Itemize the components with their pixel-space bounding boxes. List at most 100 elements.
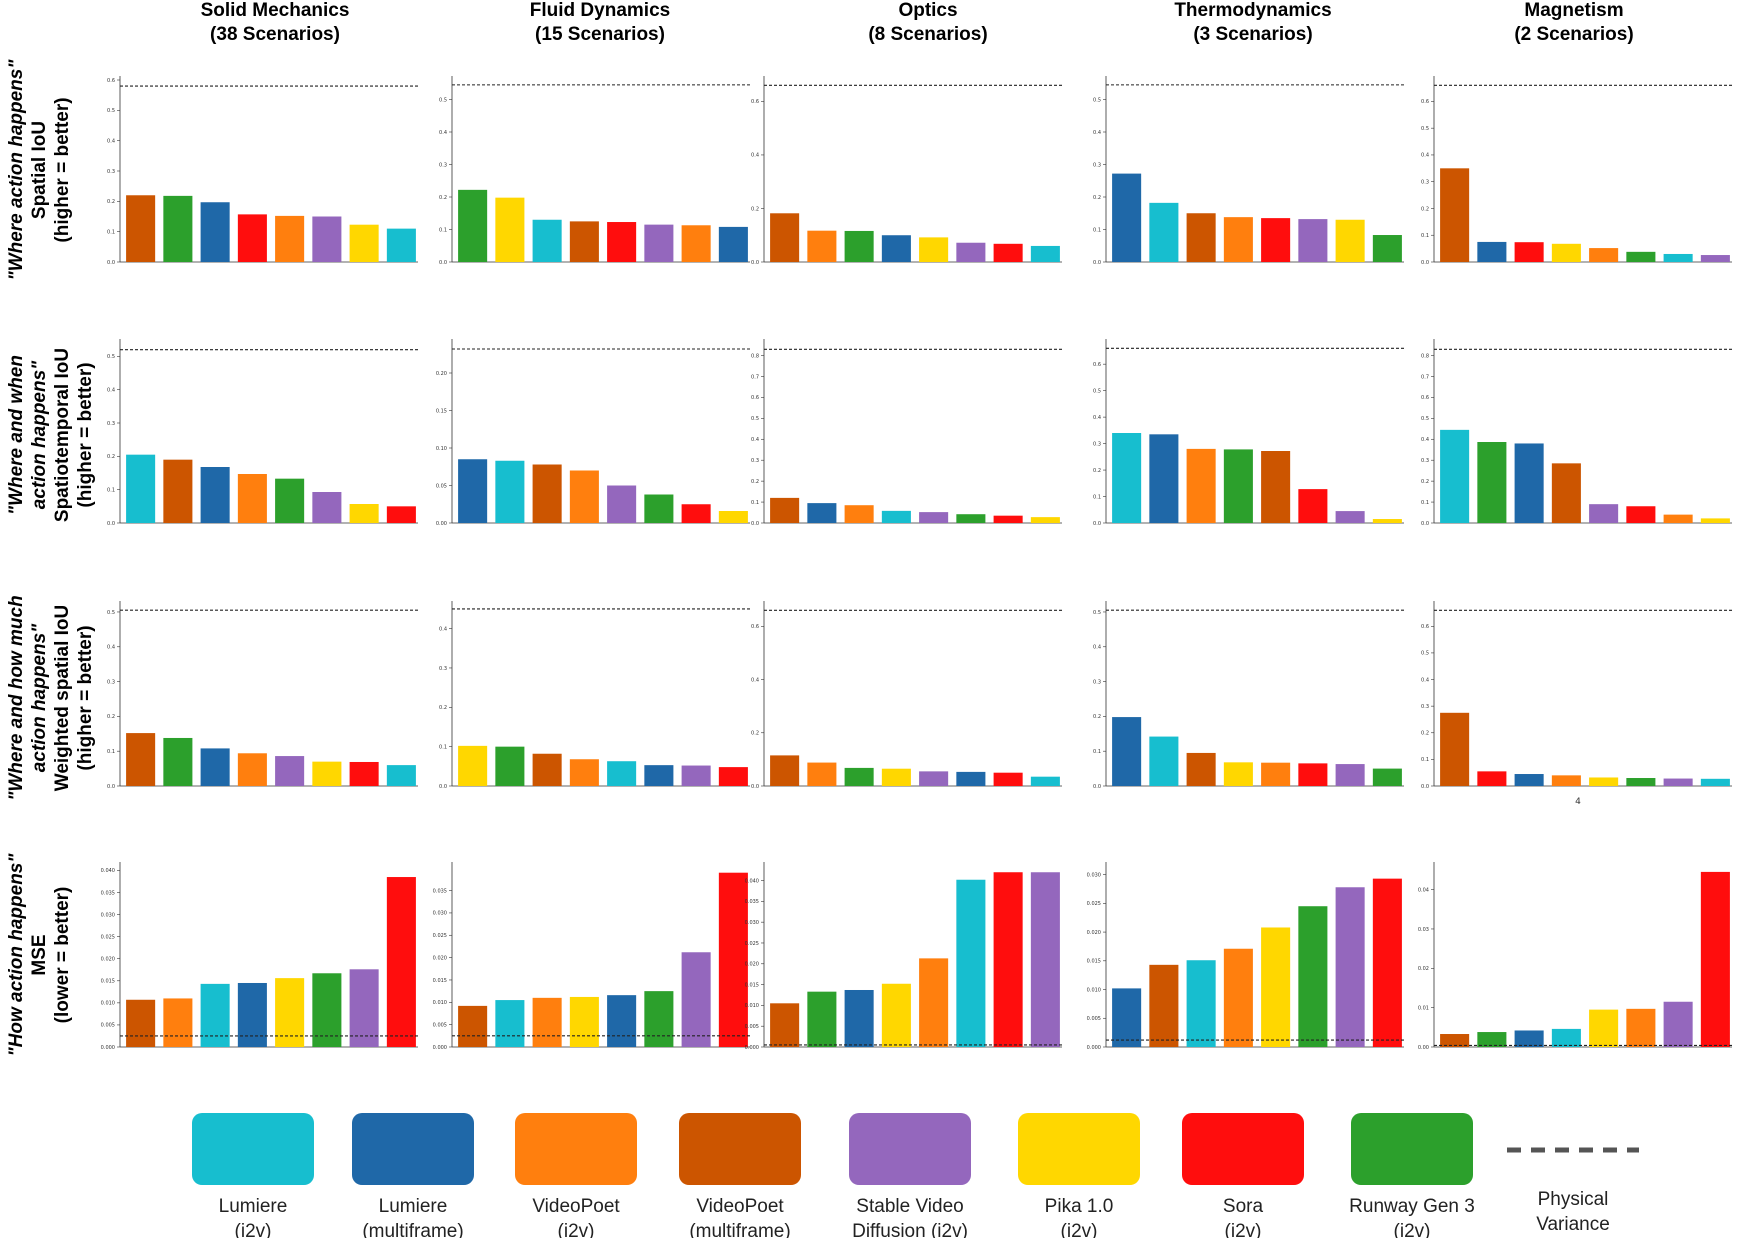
- y-tick-label: 0.6: [1421, 624, 1429, 630]
- bar-lumiere-mf: [1112, 988, 1142, 1047]
- bar-videopoet-mf: [770, 755, 800, 786]
- y-tick-label: 0.10: [436, 446, 447, 452]
- bar-pika: [312, 761, 342, 786]
- bar-pika: [1335, 219, 1365, 262]
- bar-lumiere-i2v: [1700, 778, 1730, 786]
- y-tick-label: 0.005: [745, 1024, 759, 1030]
- y-tick-label: 0.015: [745, 982, 759, 988]
- bar-chart-panel: 0.000 0.005 0.010 0.015 0.020 0.025 0.030 0.035…: [101, 862, 418, 1051]
- bar-videopoet-i2v: [1186, 448, 1216, 523]
- y-tick-label: 0.1: [1421, 233, 1429, 239]
- bar-runway: [275, 478, 305, 523]
- y-tick-label: 0.2: [751, 731, 759, 737]
- legend-swatch-svd: [849, 1113, 971, 1185]
- y-tick-label: 0.0: [1093, 521, 1101, 527]
- bar-svd: [312, 492, 342, 523]
- y-tick-label: 0.0: [1421, 784, 1429, 790]
- bar-videopoet-mf: [569, 221, 599, 262]
- y-tick-label: 0.005: [1087, 1016, 1101, 1022]
- bar-chart-panel: 0.0 0.1 0.2 0.3 0.4 0.5 0.6 0.7 0.8: [751, 339, 1062, 527]
- y-tick-label: 0.3: [1093, 679, 1101, 685]
- bar-videopoet-i2v: [163, 998, 193, 1047]
- y-tick-label: 0.0: [107, 260, 115, 266]
- bar-lumiere-i2v: [1440, 429, 1470, 523]
- bar-videopoet-mf: [1186, 752, 1216, 786]
- bar-lumiere-mf: [807, 503, 837, 523]
- y-tick-label: 0.025: [745, 941, 759, 947]
- bar-videopoet-i2v: [844, 505, 874, 523]
- legend-swatch-lumiere-mf: [352, 1113, 474, 1185]
- bar-videopoet-mf: [163, 459, 193, 523]
- y-tick-label: 0.3: [107, 421, 115, 427]
- bar-videopoet-i2v: [807, 762, 837, 786]
- bar-videopoet-i2v: [237, 474, 267, 523]
- legend-label: (i2v): [1225, 1221, 1262, 1238]
- bar-runway: [644, 991, 674, 1047]
- bar-lumiere-i2v: [1551, 1028, 1581, 1047]
- bar-videopoet-i2v: [1223, 217, 1253, 262]
- y-tick-label: 0.1: [107, 749, 115, 755]
- bar-chart-panel: 0.000 0.005 0.010 0.015 0.020 0.025 0.030 0.035…: [745, 862, 1062, 1051]
- bar-videopoet-i2v: [532, 997, 562, 1047]
- bar-sora: [718, 872, 748, 1047]
- bar-chart-panel: 0.0 0.1 0.2 0.3 0.4 0.5 0.6: [1421, 601, 1732, 790]
- bar-lumiere-i2v: [607, 761, 637, 786]
- y-tick-label: 0.7: [751, 374, 759, 380]
- y-tick-label: 0.030: [745, 920, 759, 926]
- bar-lumiere-i2v: [495, 1000, 525, 1047]
- y-tick-label: 0.3: [751, 458, 759, 464]
- y-tick-label: 0.2: [1421, 479, 1429, 485]
- bar-videopoet-mf: [1440, 168, 1470, 262]
- bar-videopoet-mf: [1149, 964, 1179, 1047]
- bar-svd: [1335, 887, 1365, 1047]
- bar-runway: [1477, 1032, 1507, 1047]
- bar-pika: [881, 768, 911, 786]
- bar-lumiere-mf: [1477, 241, 1507, 262]
- bar-videopoet-mf: [532, 464, 562, 523]
- legend-label: (i2v): [558, 1221, 595, 1238]
- y-tick-label: 0.6: [1421, 395, 1429, 401]
- chart-panels: 0.00.10.20.30.40.50.60.00.10.20.30.40.50…: [101, 76, 1732, 1051]
- bar-videopoet-i2v: [275, 215, 305, 262]
- y-tick-label: 0.2: [1421, 731, 1429, 737]
- y-tick-label: 0.5: [1421, 416, 1429, 422]
- y-tick-label: 0.040: [745, 878, 759, 884]
- y-tick-label: 0.0: [107, 784, 115, 790]
- bar-lumiere-i2v: [1112, 433, 1142, 523]
- column-title: Fluid Dynamics: [530, 0, 670, 21]
- y-tick-label: 0.0: [751, 784, 759, 790]
- bar-videopoet-mf: [126, 195, 156, 262]
- y-tick-label: 0.0: [1093, 260, 1101, 266]
- y-tick-label: 0.4: [751, 153, 759, 159]
- legend-label: VideoPoet: [532, 1196, 620, 1217]
- bar-pika: [881, 983, 911, 1047]
- bar-lumiere-mf: [607, 995, 637, 1047]
- bar-runway: [458, 189, 488, 262]
- y-tick-label: 0.5: [439, 97, 447, 103]
- row-description: "Where and when: [6, 355, 27, 515]
- column-scenario-count: (8 Scenarios): [868, 24, 987, 45]
- bar-videopoet-mf: [770, 497, 800, 523]
- y-tick-label: 0.00: [436, 521, 447, 527]
- bar-sora: [349, 761, 379, 786]
- legend-label: Physical: [1538, 1189, 1609, 1210]
- bar-svd: [1298, 219, 1328, 262]
- legend-label: Sora: [1223, 1196, 1264, 1217]
- bar-pika: [1700, 518, 1730, 523]
- y-tick-label: 0.4: [751, 437, 759, 443]
- bar-videopoet-mf: [770, 213, 800, 262]
- bar-runway: [1477, 442, 1507, 523]
- bar-lumiere-mf: [1514, 774, 1544, 786]
- bar-videopoet-i2v: [1223, 948, 1253, 1047]
- y-tick-label: 0.1: [1421, 500, 1429, 506]
- column-title: Thermodynamics: [1174, 0, 1331, 21]
- bar-lumiere-i2v: [1186, 960, 1216, 1047]
- bar-chart-panel: 0.0 0.2 0.4 0.6: [751, 601, 1062, 790]
- bar-chart-panel: 0.00 0.05 0.10 0.15 0.20: [436, 339, 750, 527]
- y-tick-label: 0.000: [433, 1045, 447, 1051]
- y-tick-label: 0.015: [1087, 959, 1101, 965]
- bar-runway: [495, 746, 525, 786]
- bar-chart-panel: 0.000 0.005 0.010 0.015 0.020 0.025 0.030: [1087, 862, 1404, 1051]
- bar-svd: [956, 242, 986, 262]
